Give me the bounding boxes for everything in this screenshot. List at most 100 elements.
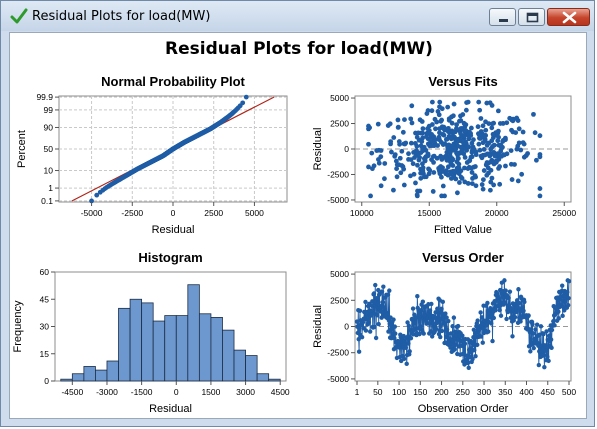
close-button[interactable]	[547, 8, 590, 26]
histogram-y-tick-label: 45	[40, 294, 50, 304]
versus-fits-point	[447, 153, 453, 159]
versus-order-point	[560, 283, 565, 288]
versus-fits-point	[497, 181, 503, 187]
versus-fits-point	[483, 127, 489, 133]
versus-order-point	[492, 299, 497, 304]
versus-fits-point	[430, 189, 436, 194]
versus-fits-point	[420, 126, 426, 132]
versus-fits-point	[454, 190, 460, 196]
versus-fits-point	[463, 107, 469, 113]
versus-fits-point	[466, 144, 472, 150]
maximize-button[interactable]	[518, 8, 545, 26]
minimize-button[interactable]	[489, 8, 516, 26]
figure-title: Residual Plots for load(MW)	[165, 39, 433, 59]
versus-fits-x-tick-label: 15000	[417, 208, 441, 218]
versus-order-point	[544, 329, 549, 334]
versus-order-point	[504, 316, 509, 322]
versus-fits-point	[434, 119, 440, 125]
versus-fits-point	[439, 193, 445, 199]
versus-order-point	[412, 319, 417, 325]
versus-fits-ylabel: Residual	[312, 128, 324, 171]
versus-fits-point	[414, 193, 420, 199]
versus-fits-point	[400, 129, 406, 135]
versus-order-point	[455, 323, 461, 329]
versus-order-point	[426, 311, 431, 317]
versus-order-point	[442, 321, 448, 326]
histogram-bar	[152, 320, 166, 382]
versus-fits-point	[454, 122, 459, 128]
versus-fits-point	[478, 153, 484, 159]
versus-order-point	[448, 331, 454, 336]
histogram-bar	[175, 315, 189, 382]
versus-order-point	[407, 349, 412, 354]
versus-order-point	[403, 345, 409, 350]
versus-order-point	[427, 321, 432, 326]
versus-order-point	[475, 342, 480, 348]
versus-fits-point	[498, 143, 504, 149]
normal-probability-point	[240, 100, 246, 106]
versus-fits-point	[469, 154, 475, 160]
versus-fits-point	[417, 188, 423, 194]
versus-fits-point	[427, 167, 433, 173]
residual-plots-figure: -5000 -2500 0 2500 50000.111050909999.9Norma…	[12, 74, 576, 415]
histogram-bar	[83, 366, 96, 382]
versus-order-point	[417, 331, 422, 337]
versus-fits-point	[458, 126, 464, 131]
versus-order-point	[484, 322, 489, 328]
versus-fits-point	[460, 112, 466, 117]
versus-fits-point	[395, 124, 401, 130]
histogram-y-tick-label: 0	[44, 376, 49, 386]
versus-fits-point	[449, 114, 454, 120]
versus-order-point	[429, 301, 434, 307]
versus-fits-point	[430, 154, 436, 159]
versus-fits-point	[470, 176, 475, 181]
versus-order-point	[363, 299, 368, 305]
versus-fits-point	[431, 136, 437, 142]
versus-order-point	[565, 289, 570, 295]
histogram-bar	[141, 302, 154, 382]
versus-order-points	[354, 278, 572, 370]
versus-fits-xlabel: Fitted Value	[434, 224, 492, 236]
versus-fits-point	[462, 155, 468, 160]
versus-order-point	[566, 278, 572, 284]
versus-fits-point	[488, 146, 494, 152]
versus-order-x-tick-label: 200	[434, 387, 448, 397]
versus-fits-point	[409, 103, 415, 109]
versus-order-point	[464, 353, 469, 358]
versus-order-point	[392, 335, 397, 341]
versus-fits-point	[415, 130, 421, 136]
versus-fits-point	[417, 117, 423, 123]
versus-order-point	[375, 301, 381, 307]
versus-order-point	[363, 328, 369, 333]
versus-order-point	[546, 333, 552, 338]
normal-probability-y-tick-label: 10	[44, 166, 54, 176]
versus-fits-point	[370, 166, 375, 172]
versus-fits-point	[433, 126, 438, 132]
versus-order-point	[406, 323, 412, 328]
versus-order-point	[354, 319, 360, 324]
versus-fits-point	[414, 134, 420, 140]
versus-order-point	[444, 327, 450, 332]
versus-order-point	[438, 334, 443, 340]
versus-order-point	[518, 319, 523, 324]
versus-fits-point	[481, 168, 487, 173]
versus-fits-point	[397, 155, 403, 161]
versus-fits-point	[448, 176, 454, 181]
versus-order-point	[516, 300, 522, 306]
versus-order-point	[427, 308, 433, 313]
versus-fits-point	[382, 161, 388, 166]
versus-order-point	[420, 299, 426, 304]
versus-fits-point	[489, 103, 495, 108]
versus-fits-point	[403, 140, 409, 146]
versus-fits-point	[476, 141, 482, 147]
versus-order-point	[433, 326, 439, 332]
versus-fits-point	[490, 131, 496, 137]
versus-order-point	[356, 337, 361, 342]
histogram-bar	[222, 329, 235, 382]
versus-fits-point	[394, 166, 400, 172]
versus-fits-point	[503, 163, 508, 169]
versus-order-point	[433, 310, 438, 315]
versus-fits-point	[486, 140, 492, 146]
title-bar[interactable]: Residual Plots for load(MW)	[1, 1, 594, 31]
versus-order-point	[527, 330, 533, 335]
